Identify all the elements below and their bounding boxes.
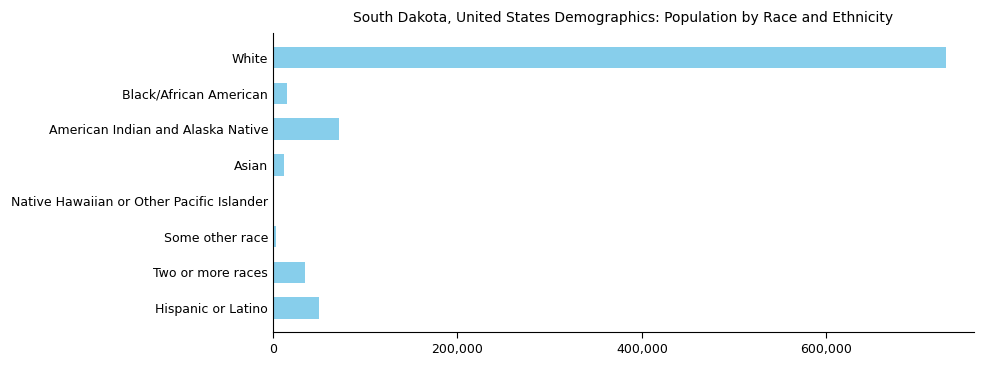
Bar (273, 297, 319, 319)
Bar (273, 83, 287, 104)
Title: South Dakota, United States Demographics: Population by Race and Ethnicity: South Dakota, United States Demographics… (354, 11, 893, 25)
Bar (273, 119, 340, 140)
Bar (273, 154, 284, 176)
Bar (273, 226, 276, 247)
Bar (273, 262, 305, 283)
Bar (273, 47, 947, 68)
